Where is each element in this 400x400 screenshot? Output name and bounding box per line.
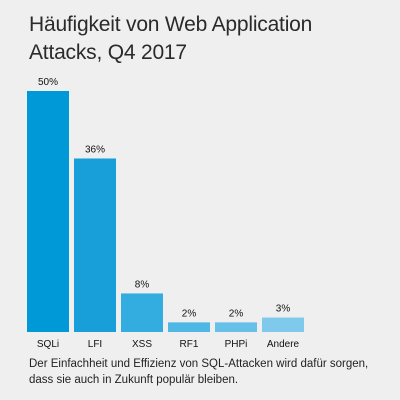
category-label-lfi: LFI	[88, 339, 102, 350]
category-label-phpi: PHPi	[225, 339, 248, 350]
category-label-sqli: SQLi	[37, 339, 59, 350]
bar-sqli	[27, 91, 69, 332]
bar-lfi	[74, 158, 116, 332]
bar-phpi	[215, 322, 257, 332]
value-label-xss: 8%	[135, 279, 150, 290]
category-label-xss: XSS	[132, 339, 152, 350]
value-label-phpi: 2%	[229, 308, 244, 319]
value-label-andere: 3%	[276, 304, 291, 315]
value-label-sqli: 50%	[38, 77, 58, 88]
bars-group: 50% SQLi 36% LFI 8% XSS 2% RF1 2% PHPi 3% Andere	[27, 77, 304, 350]
chart-title: Häufigkeit von Web Application Attacks, …	[29, 13, 313, 64]
category-label-rf1: RF1	[180, 339, 199, 350]
bar-andere	[262, 317, 304, 332]
category-label-andere: Andere	[267, 339, 300, 350]
value-label-lfi: 36%	[85, 144, 105, 155]
chart-caption: Der Einfachheit und Effizienz von SQL-At…	[29, 358, 369, 386]
bar-xss	[121, 293, 163, 332]
value-label-rf1: 2%	[182, 308, 197, 319]
bar-rf1	[168, 322, 210, 332]
